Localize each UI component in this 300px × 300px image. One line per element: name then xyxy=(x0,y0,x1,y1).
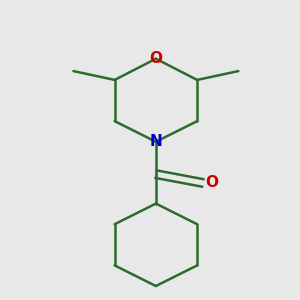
Text: O: O xyxy=(149,51,162,66)
Text: N: N xyxy=(149,134,162,149)
Text: O: O xyxy=(205,176,218,190)
